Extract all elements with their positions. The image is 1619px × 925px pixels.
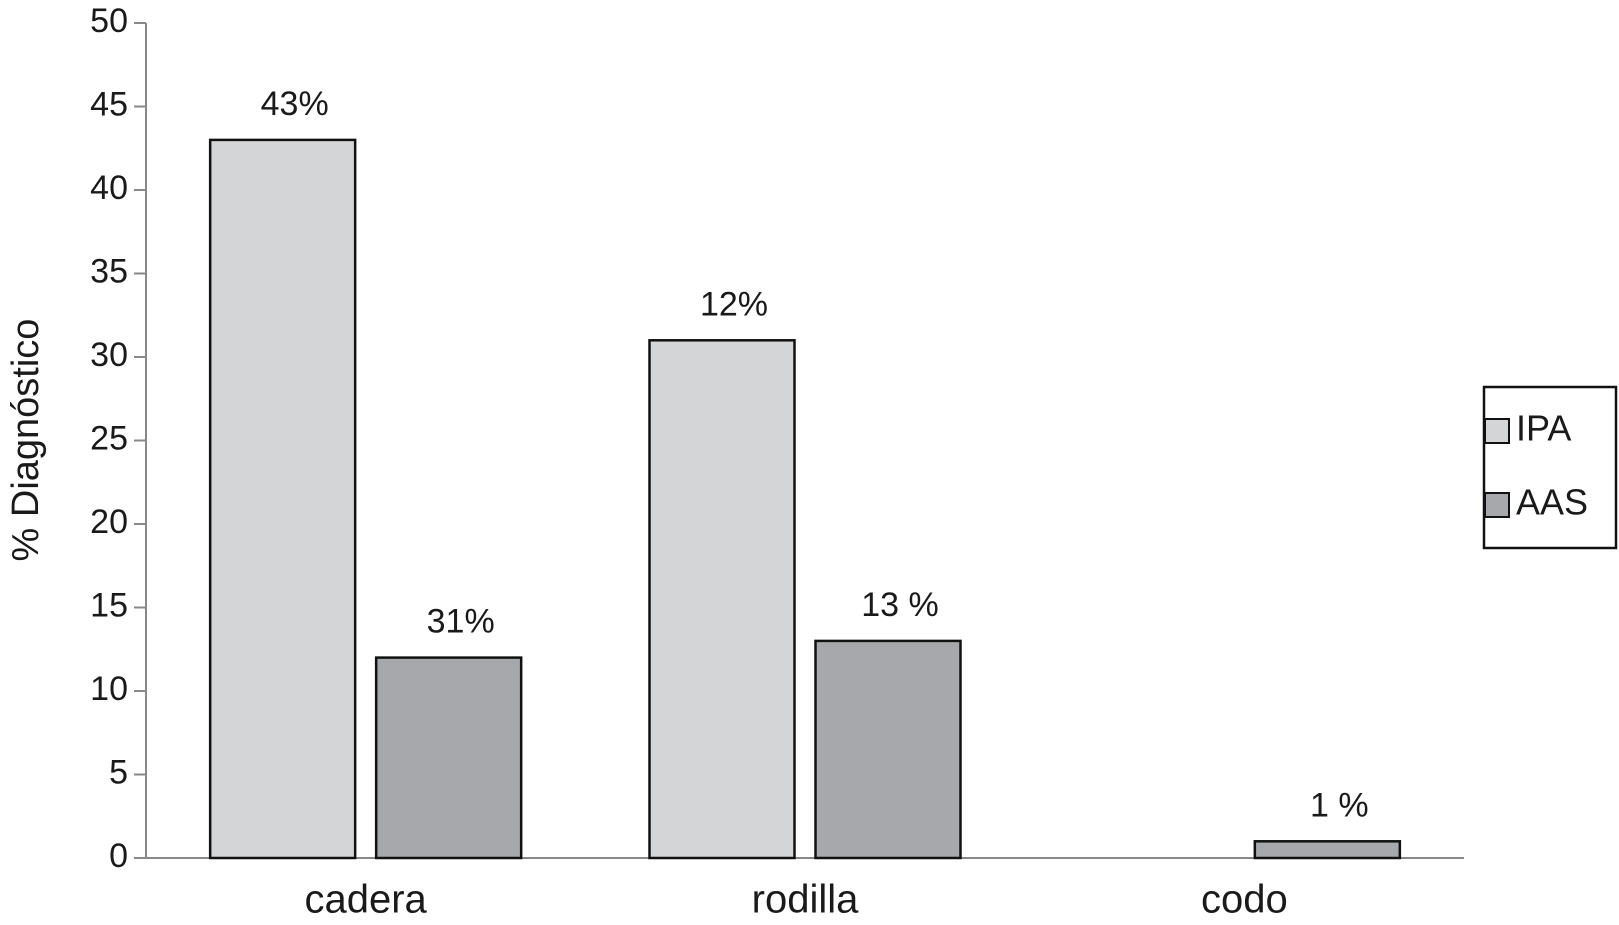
y-tick-label: 35 [90, 252, 128, 290]
y-tick-label: 15 [90, 586, 128, 624]
bar [814, 639, 962, 860]
bar [1253, 840, 1402, 860]
data-label: 31% [427, 603, 495, 641]
y-tick-label: 50 [90, 2, 128, 40]
y-tick-label: 45 [90, 85, 128, 123]
legend-label: AAS [1516, 482, 1588, 523]
x-tick-label: codo [1201, 878, 1288, 922]
data-label: 43% [261, 85, 329, 123]
legend-label: IPA [1516, 408, 1571, 449]
bar [648, 339, 796, 860]
data-label: 12% [700, 285, 768, 323]
y-tick-label: 0 [109, 837, 128, 875]
bar [208, 138, 357, 860]
bar [374, 656, 523, 860]
x-tick-label: rodilla [752, 878, 859, 922]
x-tick-label: cadera [305, 878, 428, 922]
y-tick-label: 10 [90, 670, 128, 708]
y-axis-title: % Diagnóstico [5, 319, 47, 562]
y-tick-label: 40 [90, 169, 128, 207]
legend-box [1482, 385, 1618, 550]
y-tick-label: 20 [90, 503, 128, 541]
legend-swatch [1484, 418, 1510, 444]
legend-swatch [1484, 492, 1510, 518]
data-label: 1 % [1310, 786, 1369, 824]
y-tick-label: 25 [90, 419, 128, 457]
y-tick-label: 5 [109, 753, 128, 791]
y-tick-label: 30 [90, 336, 128, 374]
data-label: 13 % [861, 586, 939, 624]
